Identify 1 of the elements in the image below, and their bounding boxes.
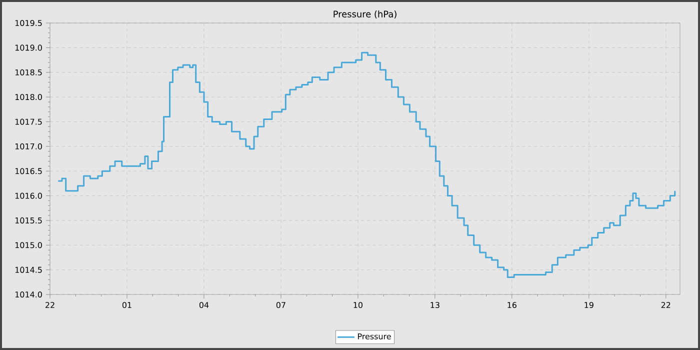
chart-title: Pressure (hPa) xyxy=(334,10,396,19)
